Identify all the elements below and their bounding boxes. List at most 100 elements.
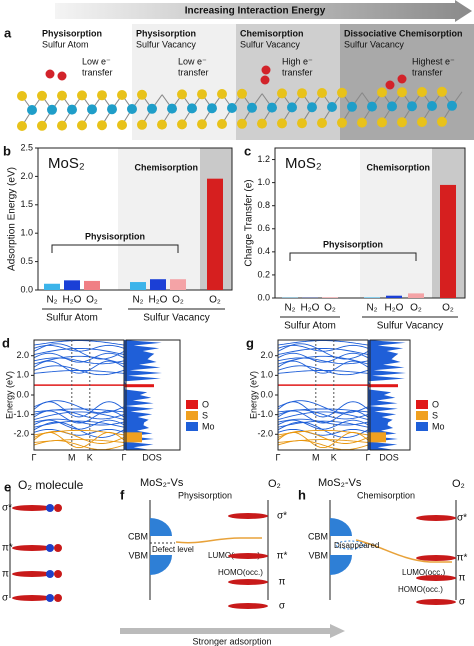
charts: b MoS₂ Adsorption Energy (eV) 0.0 0.5 1.0 1.5 2… [3,142,466,332]
atom-mo [447,100,457,111]
atom-s [197,89,207,100]
atom-mo [87,104,97,115]
lumo: LUMO(occ.) [402,568,445,577]
atom-o [385,80,395,90]
y-tick-label: 2.0 [20,171,33,181]
transfer-path [355,539,452,563]
stage-subtitle: Sulfur Vacancy [240,39,300,49]
atom-o [57,71,67,81]
atom-s [97,120,107,131]
x-tick-label: H₂O [63,295,82,306]
group-label: Sulfur Vacancy [377,321,444,332]
y-tick-label: 1.0 [16,370,29,380]
band [277,365,369,376]
band [277,401,369,418]
lattice [17,65,463,131]
bar [207,178,223,290]
band [33,365,125,376]
atom-s [77,90,87,101]
atom-s [397,87,407,98]
legend-label: O [432,399,439,409]
x-tick-label: O₂ [410,303,422,314]
energy-diagrams: e O₂ molecule f MoS₂-Vs Physisorption O₂… [2,477,468,646]
vbm: VBM [308,550,328,560]
x-tick-label: O₂ [442,303,454,314]
band [277,418,369,426]
physi-bracket [289,252,417,261]
x-tick-label: O₂ [86,295,98,306]
panel-label: a [4,25,12,40]
stage-title: Physisorption [136,28,196,38]
atom-mo [267,102,277,113]
homo: HOMO(occ.) [398,585,443,594]
atom-mo [227,103,237,113]
atom-s [137,119,147,130]
stage-note: transfer [82,67,113,77]
band [277,360,369,374]
band [33,355,125,365]
bar [150,279,166,290]
atom-o [260,75,270,85]
level-label: σ* [277,511,287,522]
level-label: σ* [457,513,467,524]
chart-title: MoS₂ [48,155,85,172]
y-tick-label: 0.0 [20,284,33,294]
orbital-lobe [228,513,268,519]
annotation: Chemisorption [366,162,430,172]
orbital-lobe [416,599,456,605]
y-tick-label: 0.0 [260,389,273,399]
x-tick-label: H₂O [149,295,168,306]
atom-mo [367,101,377,112]
atom-mo [167,103,177,114]
band [33,420,125,428]
band [33,347,125,355]
atom-s [297,118,307,129]
stage-subtitle: Sulfur Vacancy [344,39,404,49]
atom-mo [307,102,317,113]
y-tick-label: 1.0 [260,370,273,380]
bar [170,279,186,290]
atom-mo [47,104,57,115]
footer-arrow [120,624,345,638]
band [33,421,125,438]
orbital-icon [46,504,54,512]
atom-mo [427,101,437,111]
frame [125,339,181,451]
y-tick-label: -2.0 [257,429,273,439]
bar [130,282,146,290]
legend-label: O [202,399,209,409]
x-tick-label: N₂ [46,295,57,306]
atom-s [217,89,227,99]
atom-o [261,65,271,75]
atom-s [417,117,427,127]
atom-s [17,121,27,131]
band [277,431,369,449]
stage-note: Highest e⁻ [412,56,455,66]
orbital-icon [54,544,62,552]
vbm: VBM [128,550,148,560]
atom-s [377,117,387,128]
annotation: Physisorption [323,239,383,249]
orbital-lobe [12,595,52,601]
x-tick-label: O₂ [172,295,184,306]
panel-label: c [244,143,251,158]
annotation: Physisorption [85,231,145,241]
orbital-lobe [228,553,268,559]
orbital-lobe [416,515,456,521]
atom-s [337,87,347,98]
atom-mo [347,101,357,112]
group-label: Sulfur Vacancy [143,313,210,324]
dos-label: DOS [142,452,162,462]
bar [84,280,100,290]
atom-mo [127,104,137,114]
disappeared-level [335,540,365,550]
x-tick-label: M [312,452,320,462]
band [277,352,369,363]
x-tick-label: H₂O [385,303,404,314]
dos-o [368,384,398,388]
y-tick-label: 1.0 [257,177,270,187]
y-tick-label: -1.0 [257,409,273,419]
dos-o [124,384,154,388]
cbm: CBM [128,531,148,541]
